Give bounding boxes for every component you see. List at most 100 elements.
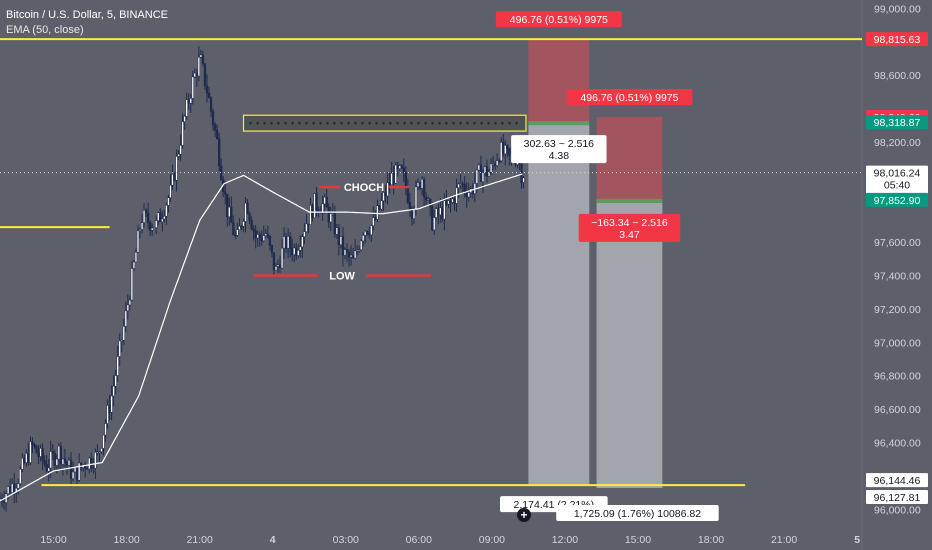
candle-body: [77, 462, 81, 481]
candle-body: [372, 217, 375, 227]
candle-body: [151, 227, 154, 231]
candle-body: [498, 160, 501, 162]
axis-price-label-7-box: [866, 489, 928, 504]
candle-body: [441, 207, 444, 220]
candle-body: [104, 423, 107, 436]
candle-body: [321, 203, 324, 214]
candle-body: [414, 186, 418, 210]
candle-body: [185, 99, 188, 117]
y-tick-label: 99,000.00: [874, 3, 921, 15]
candle-body: [463, 183, 466, 192]
candle-body: [445, 200, 448, 205]
candle-body: [209, 97, 213, 112]
candle-body: [506, 145, 509, 149]
candle-body: [153, 227, 156, 229]
candle-body: [33, 444, 36, 447]
ema-line: [0, 173, 523, 502]
x-tick-label: 09:00: [479, 534, 505, 546]
position-info-2-sub: 3.47: [619, 229, 640, 241]
candle-body: [130, 268, 134, 301]
candle-body: [53, 453, 56, 466]
candle-body: [254, 230, 257, 239]
position-info-2-box: [578, 213, 681, 242]
candle-body: [260, 237, 263, 242]
candle-body: [504, 145, 507, 155]
candle-body: [128, 299, 132, 306]
candle-body: [331, 213, 334, 215]
candle-body: [71, 471, 75, 479]
candle-body: [236, 229, 239, 236]
candle-body: [197, 57, 201, 77]
candle-body: [39, 448, 42, 457]
candle-body: [234, 234, 237, 237]
candle-body: [433, 217, 436, 231]
stop-zone-1: [528, 39, 590, 123]
price-axis: [862, 0, 932, 550]
candle-body: [205, 85, 209, 94]
candle-body: [55, 458, 58, 466]
candle-body: [100, 448, 103, 452]
candle-body: [366, 231, 369, 235]
candle-body: [199, 54, 203, 58]
candle-body: [59, 445, 63, 465]
candle-body: [422, 179, 426, 198]
candle-body: [368, 233, 371, 236]
candle-body: [416, 182, 420, 188]
candle-body: [207, 92, 211, 99]
candle-body: [305, 223, 308, 232]
candle-body: [108, 405, 111, 413]
candle-body: [29, 441, 32, 463]
candle-body: [165, 205, 168, 217]
candle-body: [301, 236, 304, 248]
candle-body: [23, 458, 26, 463]
candle-body: [447, 200, 450, 205]
candle-body: [134, 251, 138, 263]
candle-body: [80, 462, 83, 468]
position-info-1-sub: 4.38: [549, 150, 570, 162]
candle-body: [120, 340, 123, 342]
candle-body: [173, 173, 176, 181]
y-tick-label: 97,200.00: [874, 304, 921, 316]
candle-body: [136, 230, 140, 253]
x-tick-label: 15:00: [40, 534, 66, 546]
add-button[interactable]: +: [517, 508, 531, 522]
candle-body: [31, 441, 34, 445]
candle-body: [451, 198, 454, 203]
candle-body: [349, 254, 353, 258]
candle-body: [181, 121, 184, 146]
y-tick-label: 98,600.00: [874, 70, 921, 82]
candle-body: [274, 266, 278, 271]
y-tick-label: 97,000.00: [874, 337, 921, 349]
axis-price-label-1: 98,815.63: [874, 34, 921, 46]
candle-body: [268, 235, 272, 246]
candle-body: [467, 192, 470, 198]
candle-body: [73, 467, 77, 473]
candle-body: [325, 196, 328, 208]
candle-body: [307, 223, 310, 226]
annotation-choch: CHOCH: [344, 182, 384, 194]
add-button-icon: +: [520, 508, 527, 522]
axis-price-label-3-box: [866, 115, 928, 130]
candle-body: [323, 196, 326, 205]
position-info-1: 302.63 ~ 2.516: [524, 138, 595, 150]
candle-body: [289, 236, 292, 249]
stop-label-2-box: [566, 88, 693, 105]
candle-body: [6, 486, 10, 494]
y-tick-label: 96,600.00: [874, 404, 921, 416]
x-tick-label: 21:00: [187, 534, 213, 546]
candle-body: [13, 483, 16, 493]
x-tick-label: 06:00: [406, 534, 432, 546]
candle-body: [272, 252, 276, 271]
target-zone-2: [596, 202, 663, 488]
x-tick-label: 15:00: [625, 534, 651, 546]
candle-body: [57, 445, 60, 460]
candle-body: [420, 179, 424, 189]
candle-body: [114, 375, 117, 387]
candle-body: [280, 247, 284, 269]
candle-body: [161, 218, 164, 222]
candle-body: [144, 210, 148, 214]
x-tick-label: 12:00: [552, 534, 578, 546]
candle-body: [483, 166, 487, 173]
target-label-2-box: [556, 504, 719, 521]
